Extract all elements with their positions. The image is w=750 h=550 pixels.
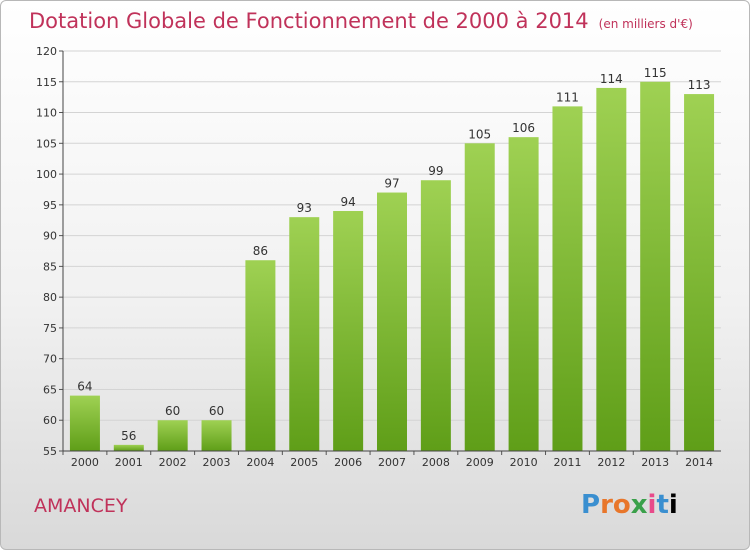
logo-letter: P (581, 490, 601, 520)
y-tick-label: 75 (43, 322, 57, 335)
value-label: 106 (512, 121, 535, 135)
chart-title-main: Dotation Globale de Fonctionnement de 20… (29, 9, 589, 33)
y-tick-label: 70 (43, 353, 57, 366)
x-tick-label: 2014 (685, 456, 713, 469)
value-label: 113 (688, 78, 711, 92)
x-tick-label: 2006 (334, 456, 362, 469)
value-label: 99 (428, 164, 443, 178)
chart-unit: (en milliers d'€) (598, 17, 693, 31)
bar-2014 (684, 94, 715, 452)
x-axis-ticks: 2000 2001 2002 2003 2004 2005 2006 2007 2008 2009… (62, 451, 713, 469)
bar-2003 (201, 420, 232, 451)
bar-2013 (640, 81, 671, 452)
value-label: 86 (253, 244, 268, 258)
x-tick-label: 2007 (378, 456, 406, 469)
y-axis-ticks: 55 60 65 70 75 80 85 90 95 100 105 110 115 120 (36, 45, 63, 458)
bar-2012 (596, 87, 627, 451)
value-label: 97 (384, 177, 399, 191)
chart-title: Dotation Globale de Fonctionnement de 20… (29, 9, 693, 33)
value-label: 93 (297, 201, 312, 215)
bar-2004 (245, 260, 276, 451)
value-label: 114 (600, 72, 623, 86)
value-label: 64 (77, 380, 92, 394)
x-tick-label: 2004 (246, 456, 274, 469)
x-tick-label: 2012 (597, 456, 625, 469)
bar-chart: 55 60 65 70 75 80 85 90 95 100 105 110 115 120 64 56 60… (36, 45, 721, 469)
y-tick-label: 95 (43, 199, 57, 212)
value-label: 60 (165, 404, 180, 418)
x-tick-label: 2001 (115, 456, 143, 469)
bar-2010 (508, 137, 539, 451)
x-tick-label: 2011 (553, 456, 581, 469)
x-tick-label: 2009 (466, 456, 494, 469)
y-tick-label: 65 (43, 383, 57, 396)
y-tick-label: 55 (43, 445, 57, 458)
y-tick-label: 105 (36, 137, 57, 150)
bar-2002 (157, 420, 188, 451)
x-tick-label: 2005 (290, 456, 318, 469)
y-tick-label: 60 (43, 414, 57, 427)
bar-2007 (377, 192, 407, 452)
x-tick-label: 2013 (641, 456, 669, 469)
x-tick-label: 2010 (510, 456, 538, 469)
y-tick-label: 115 (36, 76, 57, 89)
bars (69, 81, 715, 452)
value-label: 94 (340, 195, 355, 209)
place-name: AMANCEY (34, 495, 128, 517)
x-tick-label: 2000 (71, 456, 99, 469)
value-label: 56 (121, 429, 136, 443)
bar-2009 (464, 143, 495, 452)
bar-2005 (289, 217, 320, 451)
proxiti-logo: Proxiti (581, 490, 678, 520)
value-label: 105 (468, 127, 491, 141)
y-tick-label: 110 (36, 107, 57, 120)
y-tick-label: 85 (43, 260, 57, 273)
logo-letter: t (656, 490, 669, 520)
value-label: 60 (209, 404, 224, 418)
bar-2006 (333, 211, 364, 451)
y-tick-label: 100 (36, 168, 57, 181)
logo-letter: r (600, 490, 613, 520)
bar-2011 (552, 106, 583, 451)
y-tick-label: 80 (43, 291, 57, 304)
value-label: 111 (556, 90, 579, 104)
bar-2001 (113, 444, 144, 451)
bar-2000 (69, 395, 100, 451)
logo-letter: x (630, 490, 648, 520)
logo-letter: i (668, 490, 678, 520)
y-tick-label: 90 (43, 230, 57, 243)
logo-letter: i (647, 490, 657, 520)
axes (62, 51, 721, 452)
y-tick-label: 120 (36, 45, 57, 58)
x-tick-label: 2008 (422, 456, 450, 469)
x-tick-label: 2002 (159, 456, 187, 469)
bar-2008 (420, 180, 451, 451)
logo-letter: o (612, 490, 631, 520)
x-tick-label: 2003 (203, 456, 231, 469)
value-label: 115 (644, 66, 667, 80)
value-labels: 64 56 60 60 86 93 94 97 99 105 106 111 114 115 113 (77, 66, 710, 443)
